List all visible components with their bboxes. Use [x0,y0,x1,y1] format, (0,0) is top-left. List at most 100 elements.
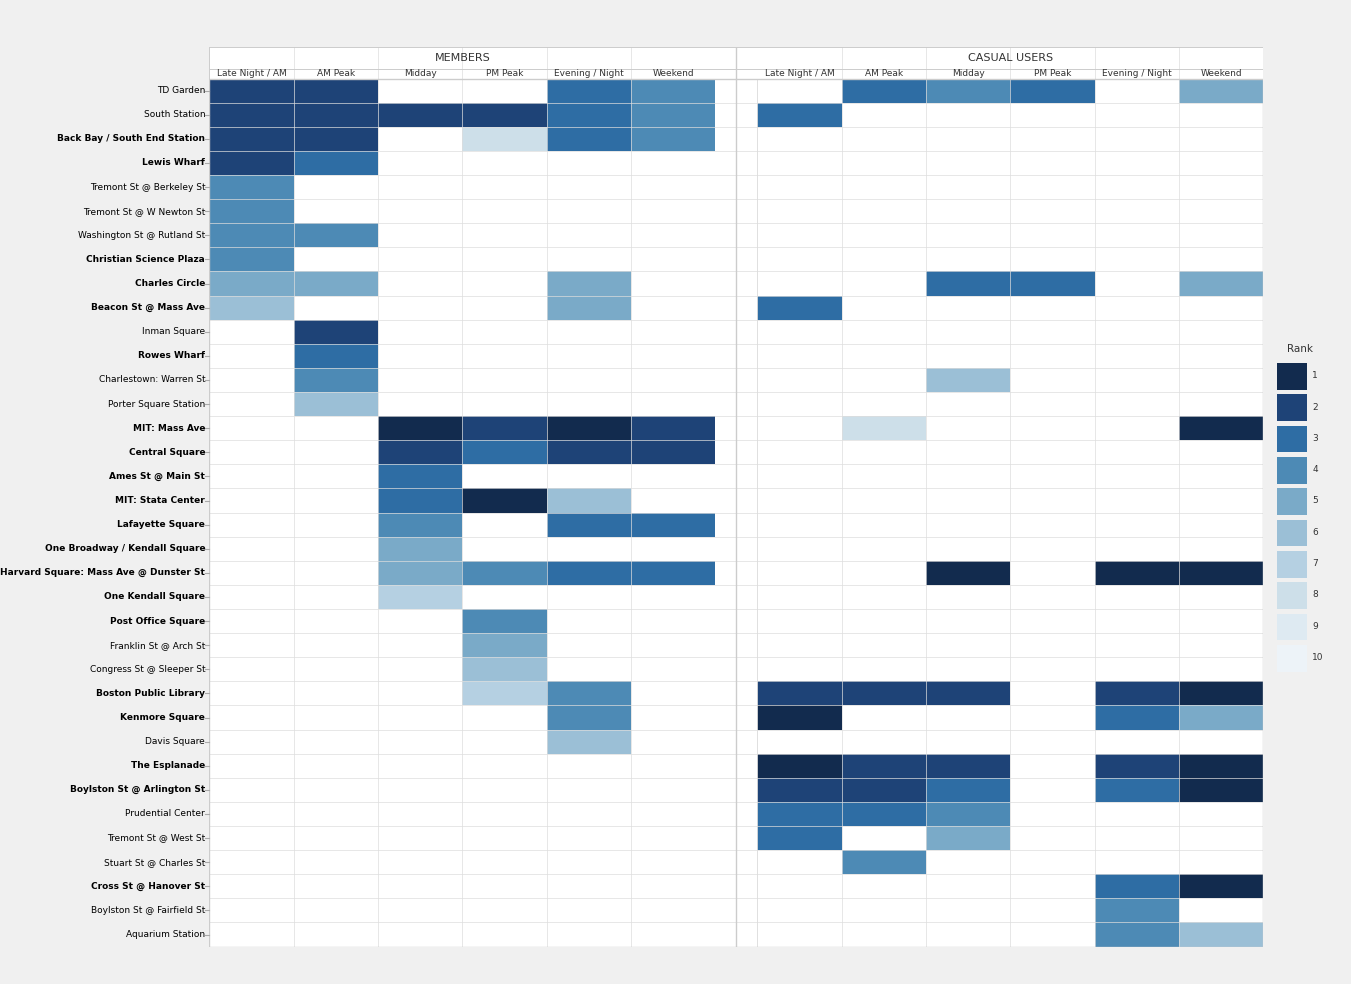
Bar [209,272,293,295]
Text: Late Night / AM: Late Night / AM [765,69,835,79]
Bar [925,802,1011,826]
Bar [293,223,378,247]
Text: PM Peak: PM Peak [1034,69,1071,79]
Bar [631,561,715,584]
Bar [842,681,925,706]
Text: Weekend: Weekend [653,69,694,79]
Text: CASUAL USERS: CASUAL USERS [967,53,1052,63]
Bar [378,513,462,536]
Bar [925,368,1011,392]
Bar [925,681,1011,706]
Bar [1094,777,1179,802]
Bar [758,102,842,127]
Text: 4: 4 [1312,465,1317,474]
Bar [1011,272,1094,295]
Bar [925,272,1011,295]
Bar [462,488,547,513]
Bar [293,272,378,295]
Bar [547,79,631,102]
Bar [378,561,462,584]
Bar [293,343,378,368]
Bar [1277,614,1308,641]
Bar [631,440,715,464]
Bar [1179,272,1263,295]
Bar [293,79,378,102]
Bar [209,175,293,199]
Text: Rank: Rank [1288,343,1313,354]
Bar [209,127,293,151]
Bar [925,79,1011,102]
Bar [1277,520,1308,546]
Bar [758,826,842,850]
Bar [462,609,547,633]
Bar [1277,458,1308,484]
Bar [842,416,925,440]
Bar [209,295,293,320]
Bar [378,536,462,561]
Bar [462,561,547,584]
Bar [1094,681,1179,706]
Bar [462,102,547,127]
Text: 2: 2 [1312,402,1317,411]
Bar [462,416,547,440]
Text: 9: 9 [1312,622,1319,631]
Bar [462,681,547,706]
Text: Weekend: Weekend [1200,69,1242,79]
Bar [547,513,631,536]
Bar [293,102,378,127]
Bar [1277,395,1308,421]
Bar [925,777,1011,802]
Bar [925,826,1011,850]
Bar [293,392,378,416]
Bar [758,706,842,729]
Bar [293,320,378,343]
Bar [631,102,715,127]
Bar [758,681,842,706]
Bar [631,79,715,102]
Bar [1094,922,1179,947]
Text: 5: 5 [1312,497,1319,506]
Bar [293,127,378,151]
Bar [1179,777,1263,802]
Text: 1: 1 [1312,371,1319,380]
Bar [1094,706,1179,729]
Bar [1011,79,1094,102]
Bar [462,633,547,657]
Bar [547,561,631,584]
Bar [1277,551,1308,578]
Bar [842,802,925,826]
Text: Midday: Midday [951,69,985,79]
Bar [1094,754,1179,777]
Bar [631,513,715,536]
Bar [758,754,842,777]
Bar [925,754,1011,777]
Bar [547,706,631,729]
Text: 6: 6 [1312,527,1319,536]
Bar [1277,645,1308,671]
Bar [1179,706,1263,729]
Text: 3: 3 [1312,434,1319,443]
Text: MEMBERS: MEMBERS [435,53,490,63]
Bar [1179,922,1263,947]
Bar [209,199,293,223]
Bar [547,272,631,295]
Bar [378,102,462,127]
Bar [758,295,842,320]
Text: Late Night / AM: Late Night / AM [216,69,286,79]
Text: AM Peak: AM Peak [865,69,902,79]
Bar [378,440,462,464]
Text: 10: 10 [1312,653,1324,662]
Bar [1179,681,1263,706]
Bar [1179,416,1263,440]
Text: Midday: Midday [404,69,436,79]
Bar [842,79,925,102]
Bar [1179,754,1263,777]
Bar [1094,561,1179,584]
Bar [842,754,925,777]
Text: AM Peak: AM Peak [316,69,355,79]
Bar [1179,561,1263,584]
Bar [547,295,631,320]
Bar [1179,79,1263,102]
Bar [758,802,842,826]
Bar [378,464,462,488]
